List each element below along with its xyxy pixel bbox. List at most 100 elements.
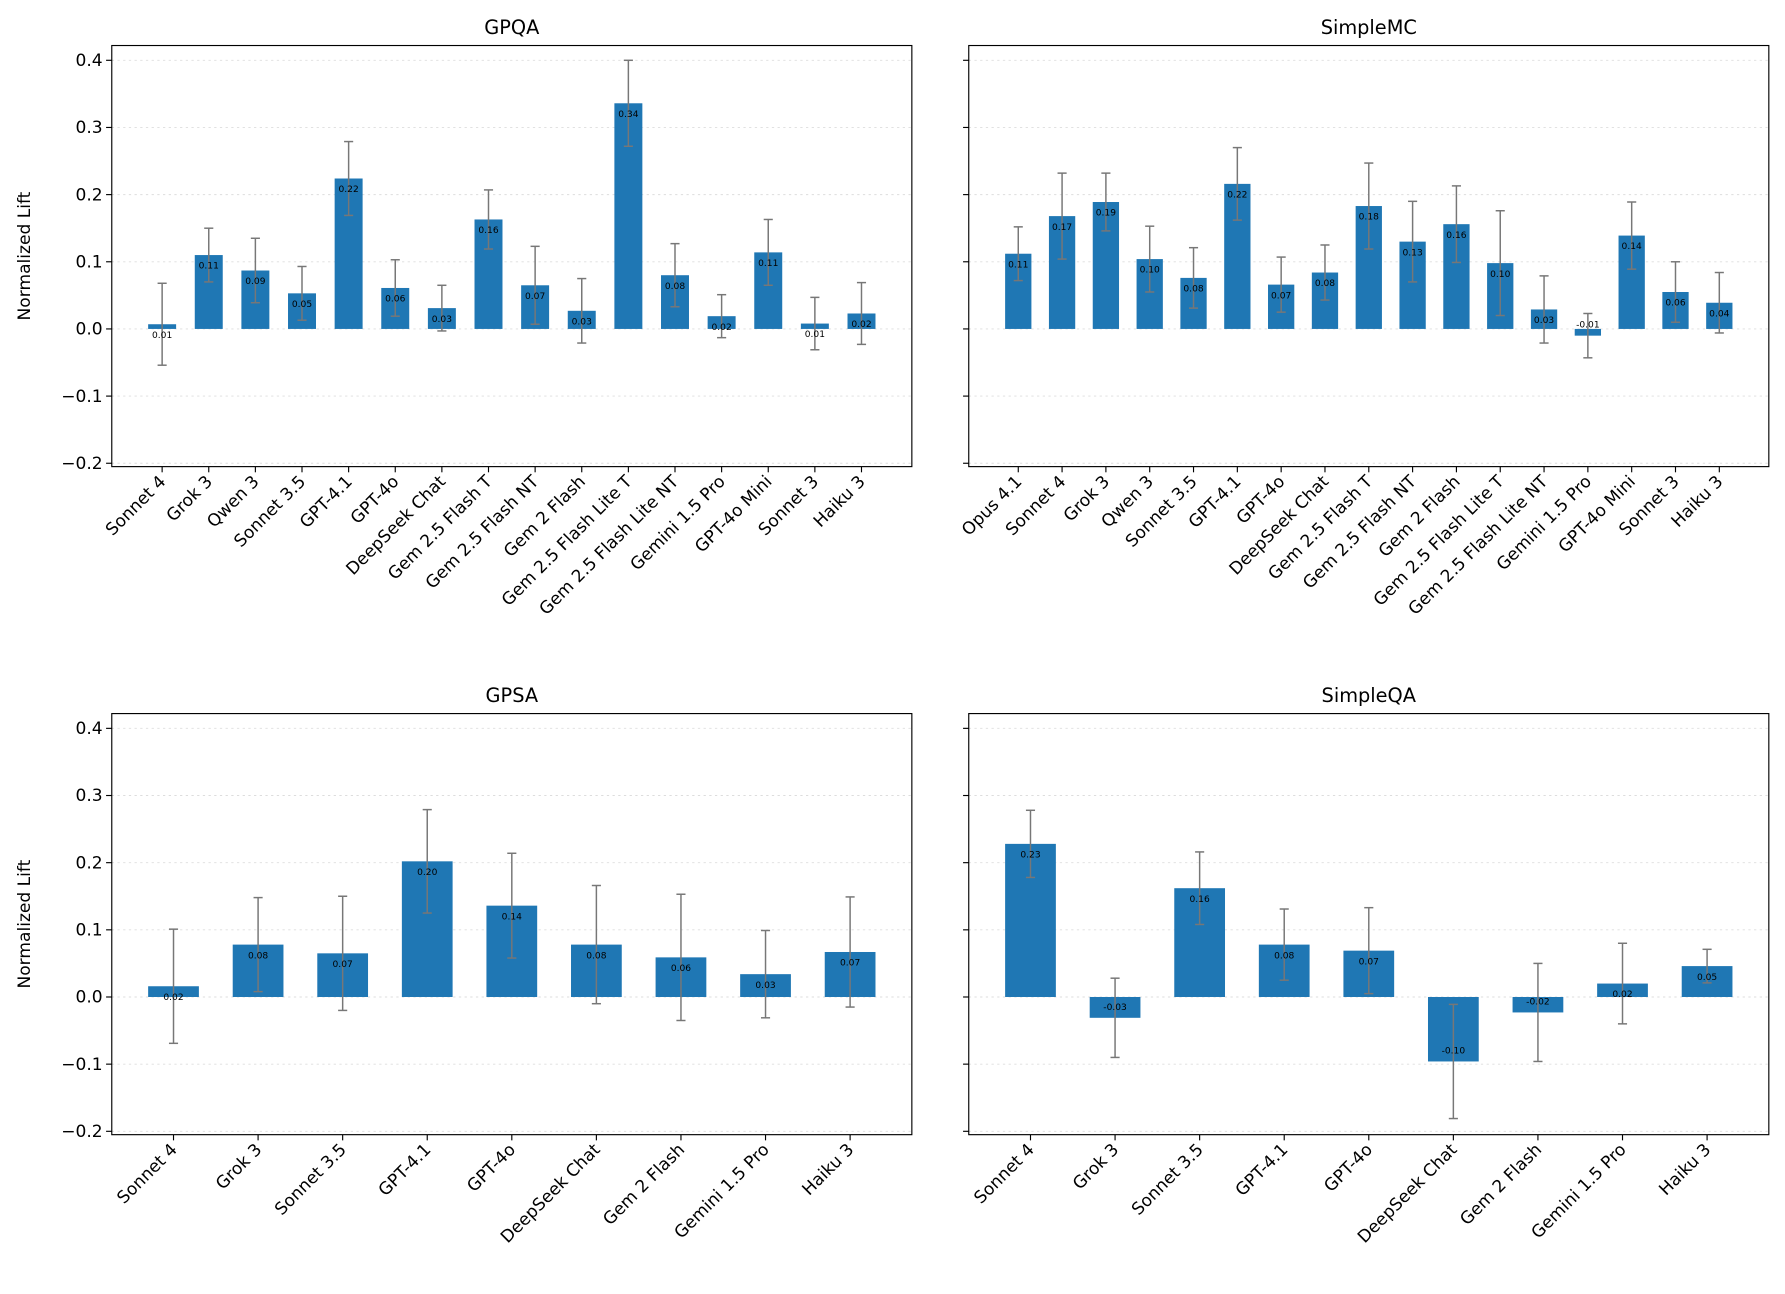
value-label: 0.06 [671, 964, 691, 974]
value-label: 0.08 [248, 951, 268, 961]
error-bar [1714, 271, 1724, 334]
error-bar [1583, 312, 1593, 359]
x-tick-label: Sonnet 3.5 [1128, 1140, 1208, 1220]
error-bar [390, 259, 400, 317]
error-bar [1617, 942, 1628, 1025]
y-tick-label: −0.2 [61, 1122, 102, 1142]
error-bar [204, 227, 214, 283]
value-label: -0.10 [1442, 1046, 1466, 1056]
value-label: 0.09 [245, 277, 265, 287]
error-bar [760, 929, 771, 1019]
x-tick-label: GPT-4o [1320, 1140, 1376, 1196]
value-label: 0.14 [1622, 242, 1642, 252]
value-label: 0.16 [1446, 231, 1466, 241]
error-bar [1276, 256, 1286, 313]
value-label: 0.06 [385, 295, 405, 305]
x-tick-label: Haiku 3 [1655, 1140, 1715, 1200]
value-label: 0.23 [1020, 851, 1040, 861]
error-bar [1188, 246, 1199, 309]
value-label: 0.13 [1402, 248, 1422, 258]
value-label: 0.16 [478, 226, 498, 236]
error-bar [623, 59, 633, 148]
error-bar [1448, 1003, 1458, 1120]
x-tick-label: Gem 2 Flash [1456, 1140, 1546, 1230]
error-bar [344, 140, 354, 217]
value-label: 0.22 [1227, 191, 1247, 201]
value-label: 0.01 [152, 331, 172, 341]
x-tick-label: Sonnet 4 [113, 1140, 181, 1208]
value-label: 0.11 [1008, 260, 1028, 270]
value-label: 0.34 [618, 110, 638, 120]
value-label: 0.04 [1709, 309, 1729, 319]
y-tick-label: 0.4 [76, 51, 103, 71]
value-label: 0.08 [586, 951, 606, 961]
value-label: 0.08 [1315, 279, 1335, 289]
y-tick-label: 0.2 [76, 185, 103, 205]
x-tick-label: Grok 3 [1069, 1140, 1123, 1194]
y-tick-label: 0.0 [76, 320, 103, 340]
value-label: 0.07 [1271, 291, 1291, 301]
value-label: 0.02 [851, 320, 871, 330]
value-label: -0.01 [1576, 321, 1600, 331]
error-bar [1025, 809, 1036, 879]
error-bar [297, 265, 307, 321]
error-bar [1232, 146, 1242, 221]
y-tick-label: 0.1 [76, 252, 103, 272]
value-label: 0.07 [840, 959, 860, 969]
subplot-title: SimpleMC [1321, 16, 1417, 39]
error-bar [591, 884, 601, 1005]
value-label: 0.02 [163, 993, 183, 1003]
value-label: 0.03 [432, 315, 452, 325]
x-tick-label: Sonnet 3.5 [271, 1140, 351, 1220]
axes-frame [968, 713, 1770, 1136]
value-label: 0.03 [1534, 316, 1554, 326]
x-tick-label: GPT-4o [463, 1140, 519, 1196]
error-bar [1702, 948, 1712, 984]
error-bar [250, 237, 260, 304]
subplot: GPQA Normalized Lift −0.2 −0.1 0.0 0.1 0.2 0.3 0… [15, 16, 913, 619]
value-label: -0.02 [1526, 997, 1550, 1007]
value-label: 0.07 [1359, 957, 1379, 967]
axes-frame [111, 713, 913, 1136]
error-bar [670, 242, 680, 308]
error-bar [1195, 851, 1205, 926]
value-label: 0.18 [1359, 213, 1379, 223]
subplot-title: SimpleQA [1322, 684, 1417, 707]
y-tick-label: −0.1 [61, 1055, 102, 1075]
error-bar [253, 896, 263, 993]
subplot: SimpleQA Sonnet 4 0.23 Grok 3 -0.03 Sonnet 3.… [963, 684, 1770, 1247]
y-tick-label: 0.3 [76, 786, 103, 806]
error-bar [1670, 261, 1681, 323]
value-label: 0.03 [572, 317, 592, 327]
error-bar [422, 808, 432, 914]
error-bar [717, 293, 727, 339]
value-label: 0.22 [339, 185, 359, 195]
value-label: 0.07 [333, 960, 353, 970]
subplot: GPSA Normalized Lift −0.2 −0.1 0.0 0.1 0.2 0.3 0… [15, 684, 913, 1247]
value-label: 0.10 [1140, 266, 1160, 276]
x-tick-label: GPT-4.1 [1232, 1140, 1293, 1201]
value-label: 0.02 [1612, 990, 1632, 1000]
error-bar [1145, 225, 1155, 293]
y-axis-label: Normalized Lift [15, 191, 35, 320]
value-label: 0.10 [1490, 270, 1510, 280]
error-bar [157, 282, 167, 366]
error-bar [483, 189, 494, 250]
error-bar [1627, 201, 1637, 270]
axes-frame [968, 44, 1770, 468]
error-bar [1057, 172, 1067, 260]
y-tick-label: −0.2 [61, 454, 102, 474]
error-bar [1408, 200, 1418, 283]
value-label: 0.11 [758, 259, 778, 269]
error-bar [1539, 275, 1549, 344]
subplot-title: GPSA [486, 684, 539, 707]
error-bar [1495, 209, 1505, 317]
x-tick-label: Haiku 3 [798, 1140, 858, 1200]
error-bar [1279, 908, 1289, 981]
error-bar [1013, 226, 1023, 282]
y-tick-label: 0.4 [76, 719, 103, 739]
x-tick-label: Gem 2 Flash [599, 1140, 689, 1230]
x-tick-label: Haiku 3 [810, 472, 870, 532]
